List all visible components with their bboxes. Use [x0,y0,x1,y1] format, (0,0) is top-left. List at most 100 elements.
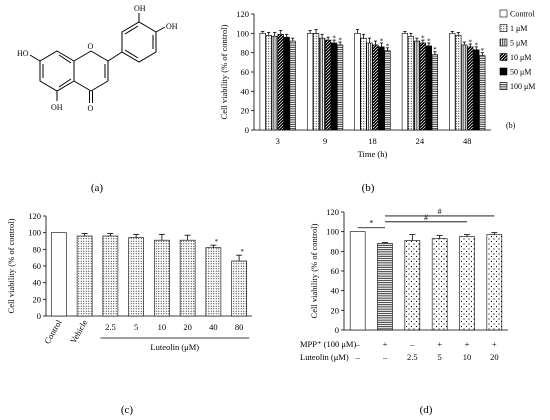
chart-d-y-tick-label: 0 [335,325,339,335]
chart-c-x-tick-label: Control [42,317,64,345]
chart-c-y-tick-label: 0 [37,311,41,321]
atom-ho-7: HO [17,49,29,58]
chart-b-legend-swatch [499,24,508,32]
chart-b-legend-swatch [499,9,508,18]
chart-d-y-tick-label: 120 [326,207,339,217]
atom-o-ring: O [88,42,94,51]
chart-b-bar [449,33,456,131]
chart-c-x-tick-label: 40 [209,322,218,332]
chart-c-bar [179,239,196,317]
chart-b-legend-label: 50 μM [510,68,531,77]
chart-c: 0 20 40 60 80 100 120 Cell viability (% of cont… [6,211,252,416]
chart-b-legend-swatch [499,38,508,47]
chart-b-x-tick-label: 48 [463,136,472,146]
chart-d-bracket-label: * [369,219,373,228]
chart-c-y-tick-label: 100 [28,228,41,238]
atom-oh-5: OH [51,103,63,112]
chart-b-bar [318,37,326,131]
chart-c-x-tick-label: 80 [235,322,244,332]
chart-d-bar [349,231,366,331]
chart-b-x-tick-label: 9 [323,136,327,146]
atom-o-carbonyl: O [88,104,94,113]
chart-b-y-tick-label: 100 [236,28,249,38]
chart-b-legend-label: Control [510,10,535,19]
chart-b-bar [354,33,361,131]
chart-b-annotation: (b) [506,121,516,130]
chart-b-bar [336,44,344,131]
chart-b-bar [425,45,433,131]
chart-c-x-tick-label: 20 [183,322,192,332]
chart-b-significance: * [332,35,336,43]
chart-c-y-tick-label: 80 [33,244,42,254]
chart-c-bar [231,260,247,317]
chart-d-condition-cell: + [465,339,470,349]
chart-b-bar [259,33,266,131]
chart-b-y-tick-label: 60 [241,67,250,77]
chart-b-y-axis-label: Cell viability (% of control) [219,24,229,119]
chart-d-condition-cell: + [492,339,497,349]
chart-b-significance: * [386,42,390,50]
chart-d-y-axis-label: Cell viability (% of control) [309,223,319,318]
chart-b-significance: * [380,38,384,46]
chart-b: 0 20 40 60 80 100 120 Cell viability (% of cont… [219,9,535,194]
chart-b-bar [378,46,385,131]
chart-b-bar [283,36,290,131]
chart-d-y-tick-label: 100 [326,227,339,237]
chart-b-y-tick-label: 20 [241,106,250,116]
chart-d-bar [377,243,393,331]
chart-b-legend-label: 100 μM [510,82,535,91]
chart-c-y-tick-label: 60 [33,261,42,271]
chart-b-significance: * [481,47,485,55]
chart-b-bar [407,35,415,131]
chart-c-bar [76,235,93,317]
chart-c-y-tick-label: 120 [28,211,41,221]
chart-d: 0 20 40 60 80 100 120 Cell viability (% of cont… [300,207,508,416]
chart-b-significance: * [469,38,473,46]
panel-label-c: (c) [121,404,134,416]
luteolin-structure: OH OH HO OH O O [17,4,178,113]
chart-c-bar [102,235,119,317]
chart-c-bar [128,237,144,317]
chart-b-significance: * [338,37,342,45]
chart-d-condition-cell: – [355,352,361,362]
chart-b-bar [265,34,272,131]
chart-d-bracket-label: # [438,207,442,216]
chart-b-bar [413,40,421,131]
chart-d-condition-cell: + [437,339,442,349]
chart-d-y-tick-label: 80 [331,246,340,256]
chart-d-row-label: Luteolin (μM) [300,352,349,362]
chart-b-bar [277,33,284,131]
chart-b-y-tick-label: 80 [241,48,250,58]
chart-c-y-axis-label: Cell viability (% of control) [6,218,16,313]
chart-c-bar [205,247,222,317]
chart-b-legend-label: 10 μM [510,53,531,62]
chart-d-condition-cell: – [382,352,388,362]
chart-b-bar [330,42,338,131]
chart-d-y-tick-label: 40 [331,286,340,296]
chart-d-condition-cell: 2.5 [407,352,418,362]
chart-d-condition-cell: 10 [463,352,472,362]
chart-d-condition-cell: + [383,339,388,349]
chart-b-bar [271,35,278,131]
chart-b-bar [324,39,332,131]
chart-c-y-tick-label: 20 [33,294,42,304]
chart-b-y-tick-label: 40 [241,86,250,96]
chart-b-significance: * [433,46,437,54]
chart-c-bar [51,232,67,317]
chart-b-bar [384,50,391,131]
chart-d-condition-cell: – [409,339,415,349]
chart-b-bar [312,33,320,131]
chart-d-bar [486,234,503,331]
chart-c-x-tick-label: 2.5 [105,322,116,332]
chart-d-condition-cell: – [355,339,361,349]
chart-b-legend-label: 5 μM [510,39,527,48]
chart-b-significance: * [475,41,479,49]
chart-c-x-tick-label: 5 [134,322,138,332]
chart-b-bar [372,44,379,131]
chart-d-bracket-label: # [424,213,428,222]
chart-b-y-tick-label: 120 [236,9,249,19]
chart-b-bar [289,40,296,131]
chart-d-y-tick-label: 60 [331,266,340,276]
chart-d-bar [404,240,421,331]
